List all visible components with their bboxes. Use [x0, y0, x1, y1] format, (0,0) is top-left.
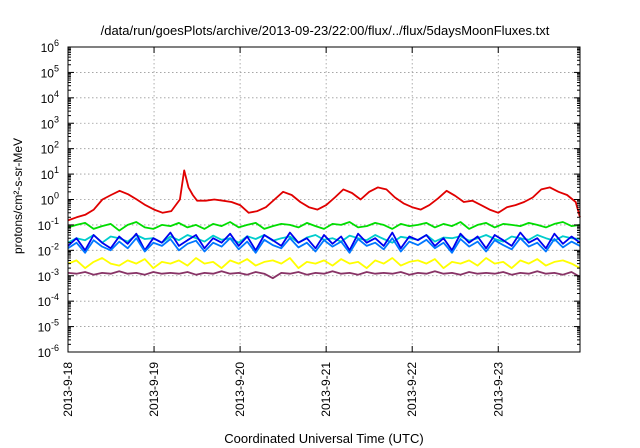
y-axis: 10-6 10-5 10-4 10-3 10-2 10-1 100 101 102 103 104 1…	[38, 38, 580, 360]
series-lines	[67, 169, 581, 280]
series-line-4	[67, 231, 581, 252]
x-tick-label: 2013-9-23	[491, 362, 505, 417]
y-tick-label: 100	[41, 191, 59, 208]
y-tick-label: 10-1	[38, 216, 59, 233]
y-tick-label: 102	[41, 140, 59, 157]
x-tick-label: 2013-9-21	[319, 362, 333, 417]
series-line-1	[67, 169, 581, 222]
y-tick-label: 103	[41, 114, 59, 131]
y-tick-label: 10-2	[38, 241, 59, 258]
y-tick-label: 10-4	[38, 292, 59, 309]
x-axis-label: Coordinated Universal Time (UTC)	[224, 431, 423, 446]
series-line-7	[67, 270, 581, 280]
y-tick-label: 101	[41, 165, 59, 182]
y-axis-label: protons/cm²-s-sr-MeV	[11, 138, 25, 254]
y-tick-label: 10-5	[38, 318, 59, 335]
x-tick-label: 2013-9-19	[147, 362, 161, 417]
y-tick-label: 106	[41, 38, 59, 55]
x-tick-label: 2013-9-18	[61, 362, 75, 417]
y-tick-label: 105	[41, 63, 59, 80]
series-line-6	[67, 257, 581, 270]
x-tick-label: 2013-9-20	[233, 362, 247, 417]
x-tick-label: 2013-9-22	[405, 362, 419, 417]
x-axis: 2013-9-18 2013-9-19 2013-9-20 2013-9-21 2013…	[61, 47, 505, 417]
y-tick-label: 10-6	[38, 343, 59, 360]
series-line-2	[67, 221, 581, 232]
grid-lines	[68, 47, 580, 352]
series-line-5	[67, 237, 581, 254]
chart-title: /data/run/goesPlots/archive/2013-09-23/2…	[101, 23, 550, 38]
y-tick-label: 104	[41, 89, 59, 106]
y-tick-label: 10-3	[38, 267, 59, 284]
